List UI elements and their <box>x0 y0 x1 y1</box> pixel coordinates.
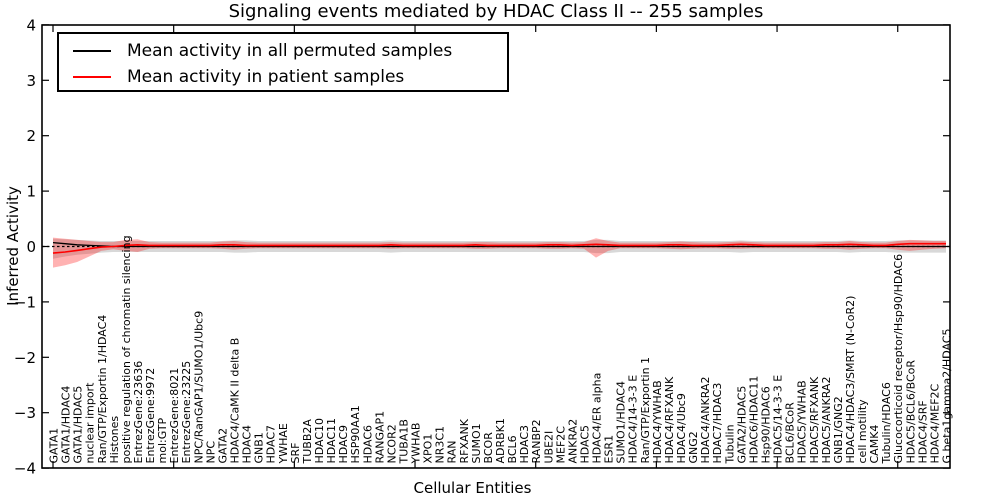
legend-item-permuted: Mean activity in all permuted samples <box>73 38 507 64</box>
legend-label-permuted: Mean activity in all permuted samples <box>127 41 453 61</box>
x-category-label: positive regulation of chromatin silenci… <box>120 235 133 463</box>
x-category-label: HDAC5/14-3-3 E <box>772 375 785 464</box>
x-category-label: EntrezGene:8021 <box>168 368 181 464</box>
x-category-label: HDAC9 <box>337 425 350 464</box>
x-category-label: HDAC5 <box>579 425 592 464</box>
y-tick-label: 1 <box>26 183 36 201</box>
y-tick-label: 2 <box>26 127 36 145</box>
x-category-label: HDAC4 <box>241 425 254 464</box>
x-category-label: HDAC4/SRF <box>916 400 929 463</box>
x-category-label: Ran/GTP/Exportin 1 <box>639 357 652 464</box>
x-category-label: GATA1/HDAC4 <box>60 386 73 464</box>
chart-title: Signaling events mediated by HDAC Class … <box>228 1 764 22</box>
y-axis-label: Inferred Activity <box>4 186 22 306</box>
y-tick-label: −1 <box>14 293 36 311</box>
permuted-mean-line <box>52 241 946 248</box>
x-category-label: SUMO1 <box>470 423 483 463</box>
legend-line-sample-patient <box>73 76 111 78</box>
x-category-label: NPC <box>204 441 217 464</box>
x-category-label: HDAC4/RFXANK <box>663 376 676 464</box>
x-category-label: EntrezGene:9972 <box>144 368 157 464</box>
x-category-label: GATA1/HDAC5 <box>72 386 85 464</box>
legend: Mean activity in all permuted samples Me… <box>57 32 509 92</box>
x-category-label: RFXANK <box>458 418 471 463</box>
x-category-label: HDAC4/YWHAB <box>651 380 664 463</box>
x-category-label: HDAC4/MEF2C <box>928 383 941 463</box>
y-tick-label: 4 <box>26 16 36 34</box>
y-tick-label: −2 <box>14 349 36 367</box>
y-tick-label: −4 <box>14 460 36 478</box>
x-category-label: HDAC10 <box>313 418 326 464</box>
x-category-label: RAN <box>446 441 459 464</box>
x-category-label: NCOR2 <box>385 424 398 463</box>
x-category-label: HDAC4/ER alpha <box>591 373 604 464</box>
x-category-label: HDAC4/ANKRA2 <box>699 377 712 464</box>
x-category-label: Glucocorticoid receptor/Hsp90/HDAC6 <box>892 254 905 464</box>
x-category-label: HDAC6/HDAC11 <box>747 376 760 464</box>
legend-item-patient: Mean activity in patient samples <box>73 64 507 90</box>
x-category-label: NPC/RanGAP1/SUMO1/Ubc9 <box>192 311 205 464</box>
x-category-label: TUBA1B <box>398 419 411 464</box>
x-category-label: NR3C1 <box>434 426 447 464</box>
x-category-label: UBE2I <box>542 431 555 464</box>
x-category-label: nuclear import <box>84 382 97 464</box>
x-category-label: HDAC5/BCL6/BCoR <box>904 360 917 464</box>
x-category-label: GATA2 <box>216 428 229 464</box>
x-category-label: HDAC5/RFXANK <box>808 376 821 464</box>
x-category-label: CAMK4 <box>868 425 881 464</box>
legend-label-patient: Mean activity in patient samples <box>127 67 405 87</box>
x-axis-label: Cellular Entities <box>413 479 532 497</box>
x-category-label: HDAC4/CaMK II delta B <box>229 338 242 464</box>
x-category-label: HDAC4/Ubc9 <box>675 393 688 463</box>
x-category-label: G beta1gamma2/HDAC5 <box>941 329 954 464</box>
x-category-label: HDAC7 <box>265 425 278 464</box>
x-category-label: Tubulin <box>723 424 736 464</box>
legend-line-sample-permuted <box>73 50 111 52</box>
x-category-label: EntrezGene:23225 <box>180 361 193 464</box>
y-tick-label: −3 <box>14 404 36 422</box>
x-category-label: ESR1 <box>603 435 616 464</box>
x-category-label: HDAC11 <box>325 418 338 464</box>
x-category-label: SRF <box>289 443 302 464</box>
x-category-label: HDAC4/14-3-3 E <box>627 375 640 464</box>
x-category-label: YWHAB <box>410 423 423 465</box>
x-category-label: GNG2 <box>687 431 700 463</box>
x-category-label: BCL6/BCoR <box>784 402 797 464</box>
x-category-label: TUBB2A <box>301 419 314 465</box>
x-category-label: GNB1 <box>253 432 266 463</box>
x-category-label: EntrezGene:23636 <box>132 361 145 464</box>
x-category-label: GATA2/HDAC5 <box>735 386 748 464</box>
x-category-label: HDAC4/HDAC3/SMRT (N-CoR2) <box>844 296 857 464</box>
x-category-label: ANKRA2 <box>566 419 579 464</box>
x-category-label: HSP90AA1 <box>349 405 362 463</box>
x-category-label: HDAC5/ANKRA2 <box>820 377 833 464</box>
x-category-label: Histones <box>108 416 121 464</box>
x-category-label: RANGAP1 <box>373 411 386 464</box>
x-category-label: GATA1 <box>48 428 61 464</box>
y-tick-label: 3 <box>26 72 36 90</box>
x-category-label: HDAC3 <box>518 425 531 464</box>
x-category-label: HDAC7/HDAC3 <box>711 383 724 464</box>
x-category-label: GNB1/GNG2 <box>832 396 845 463</box>
y-tick-label: 0 <box>26 238 36 256</box>
x-category-label: Ran/GTP/Exportin 1/HDAC4 <box>96 315 109 464</box>
x-category-label: Hsp90/HDAC6 <box>760 386 773 463</box>
x-category-label: YWHAE <box>277 423 290 464</box>
x-category-label: HDAC5/YWHAB <box>796 380 809 463</box>
x-category-label: MEF2C <box>554 426 567 464</box>
x-category-label: SUMO1/HDAC4 <box>615 381 628 463</box>
x-category-label: BCOR <box>482 432 495 464</box>
x-category-label: mol:GTP <box>156 417 169 463</box>
x-category-label: HDAC6 <box>361 425 374 464</box>
x-category-label: BCL6 <box>506 435 519 463</box>
x-category-label: cell motility <box>856 399 869 464</box>
x-category-label: ADRBK1 <box>494 418 507 463</box>
x-category-label: XPO1 <box>422 434 435 464</box>
x-category-label: Tubulin/HDAC6 <box>880 382 893 464</box>
permuted-range-band <box>53 238 946 259</box>
x-category-label: RANBP2 <box>530 419 543 463</box>
patient-mean-line <box>52 242 946 254</box>
